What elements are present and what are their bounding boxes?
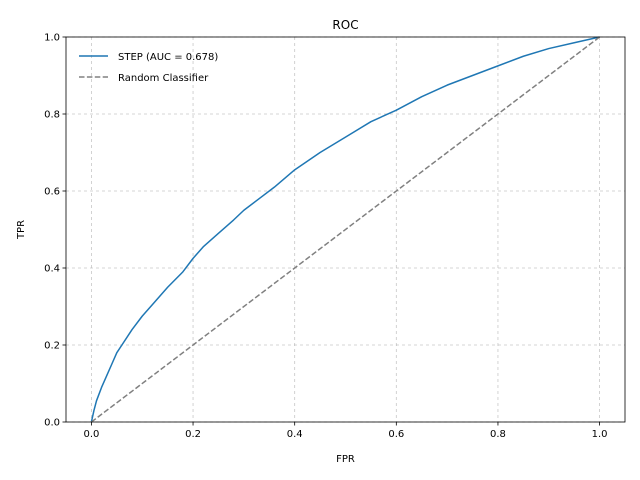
- y-tick-label: 1.0: [44, 33, 60, 44]
- x-axis-label: FPR: [336, 454, 355, 465]
- y-axis-label: TPR: [16, 220, 27, 240]
- x-tick-label: 1.0: [592, 429, 608, 440]
- grid: [66, 36, 625, 423]
- random-classifier-line: [90, 36, 601, 423]
- x-tick-label: 0.8: [490, 429, 506, 440]
- chart-title: ROC: [332, 18, 358, 32]
- y-tick-label: 0.8: [44, 110, 60, 121]
- x-tick-label: 0.0: [83, 429, 99, 440]
- legend: STEP (AUC = 0.678) Random Classifier: [79, 52, 218, 84]
- legend-label-roc: STEP (AUC = 0.678): [118, 52, 218, 63]
- roc-curve-line: [90, 36, 600, 423]
- x-tick-label: 0.6: [388, 429, 404, 440]
- x-tick-label: 0.2: [185, 429, 201, 440]
- axis-ticks: 0.0 0.2 0.4 0.6 0.8 1.0 0.0 0.2 0.4 0.6 0.8 1.0: [44, 33, 607, 441]
- plot-series: [90, 36, 601, 423]
- plot-frame: [65, 36, 626, 423]
- legend-label-random: Random Classifier: [118, 73, 209, 84]
- x-tick-label: 0.4: [287, 429, 303, 440]
- y-tick-label: 0.2: [44, 341, 60, 352]
- y-tick-label: 0.0: [44, 418, 60, 429]
- y-tick-label: 0.4: [44, 264, 60, 275]
- y-tick-label: 0.6: [44, 187, 60, 198]
